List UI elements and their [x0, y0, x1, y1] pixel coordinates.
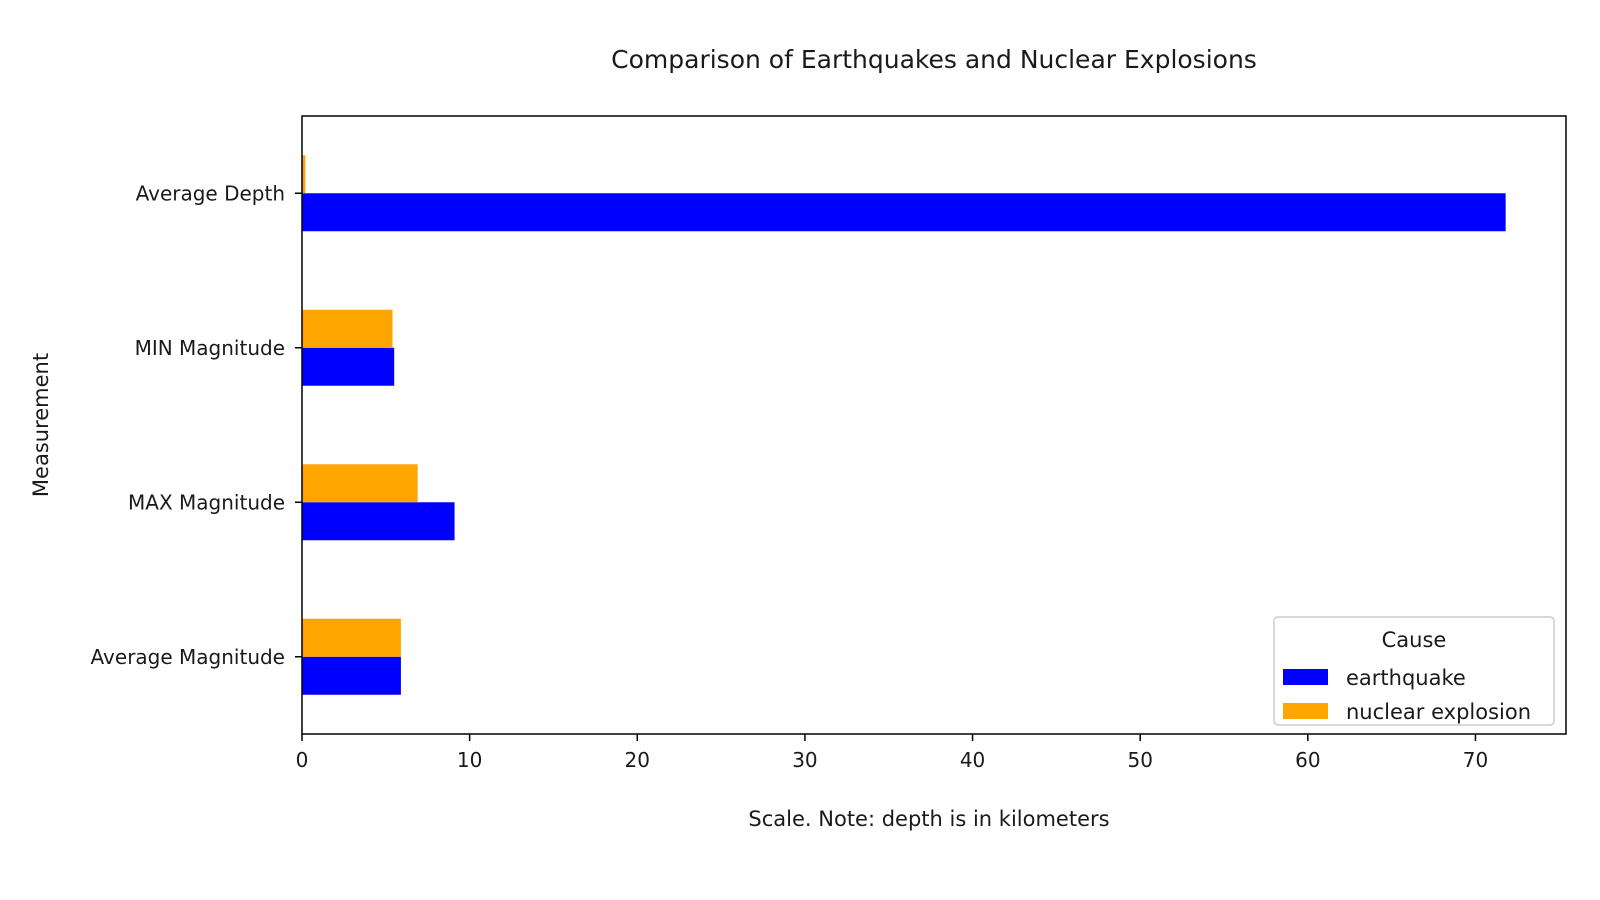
legend-items: earthquake nuclear explosion [1283, 666, 1531, 724]
x-tick-label: 0 [296, 748, 309, 772]
bar-nuclear-explosion-average-magnitude [302, 618, 401, 657]
x-tick-label: 50 [1127, 748, 1152, 772]
x-tick-label: 20 [625, 748, 650, 772]
legend-title: Cause [1382, 628, 1447, 652]
bars-layer [302, 155, 1506, 695]
x-axis-label: Scale. Note: depth is in kilometers [748, 807, 1109, 831]
bar-earthquake-average-depth [302, 193, 1506, 232]
x-tick-label: 30 [792, 748, 817, 772]
y-tick-label: Average Depth [136, 181, 285, 205]
bar-earthquake-min-magnitude [302, 347, 395, 386]
x-tick-label: 60 [1295, 748, 1320, 772]
chart-title: Comparison of Earthquakes and Nuclear Ex… [611, 45, 1257, 74]
bar-nuclear-explosion-max-magnitude [302, 464, 418, 503]
y-axis-label: Measurement [29, 353, 53, 497]
legend-label-earthquake: earthquake [1346, 666, 1466, 690]
ticks-layer: Average Magnitude MAX Magnitude MIN Magnit… [91, 181, 1489, 772]
plot-area-frame [301, 115, 1567, 735]
bar-nuclear-explosion-min-magnitude [302, 309, 393, 348]
bar-nuclear-explosion-average-depth [302, 155, 306, 194]
x-tick-label: 70 [1463, 748, 1488, 772]
legend-swatch-nuclear-explosion [1283, 703, 1328, 719]
x-tick-label: 10 [457, 748, 482, 772]
legend-label-nuclear-explosion: nuclear explosion [1346, 700, 1531, 724]
y-tick-label: Average Magnitude [91, 645, 285, 669]
bar-earthquake-average-magnitude [302, 656, 401, 695]
legend-box [1273, 616, 1555, 726]
y-tick-label: MIN Magnitude [135, 336, 285, 360]
legend: Cause earthquake nuclear explosion [1273, 616, 1555, 726]
y-tick-label: MAX Magnitude [128, 490, 285, 514]
bar-earthquake-max-magnitude [302, 502, 455, 541]
legend-swatch-earthquake [1283, 669, 1328, 685]
x-tick-label: 40 [960, 748, 985, 772]
